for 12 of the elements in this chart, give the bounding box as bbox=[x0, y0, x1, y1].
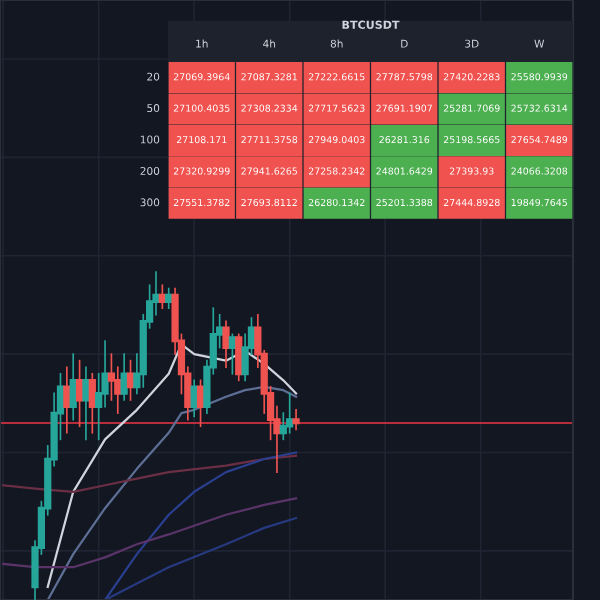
candlestick bbox=[126, 359, 135, 401]
candlestick bbox=[88, 372, 96, 434]
candlestick bbox=[63, 366, 71, 434]
candlestick bbox=[82, 366, 90, 441]
candlestick bbox=[165, 287, 173, 310]
candlestick bbox=[286, 392, 294, 434]
candlestick bbox=[228, 333, 236, 375]
candlestick bbox=[158, 284, 166, 310]
candlestick bbox=[69, 353, 77, 421]
candlestick bbox=[222, 320, 230, 369]
candlestick bbox=[120, 353, 128, 401]
candlestick bbox=[292, 409, 300, 431]
